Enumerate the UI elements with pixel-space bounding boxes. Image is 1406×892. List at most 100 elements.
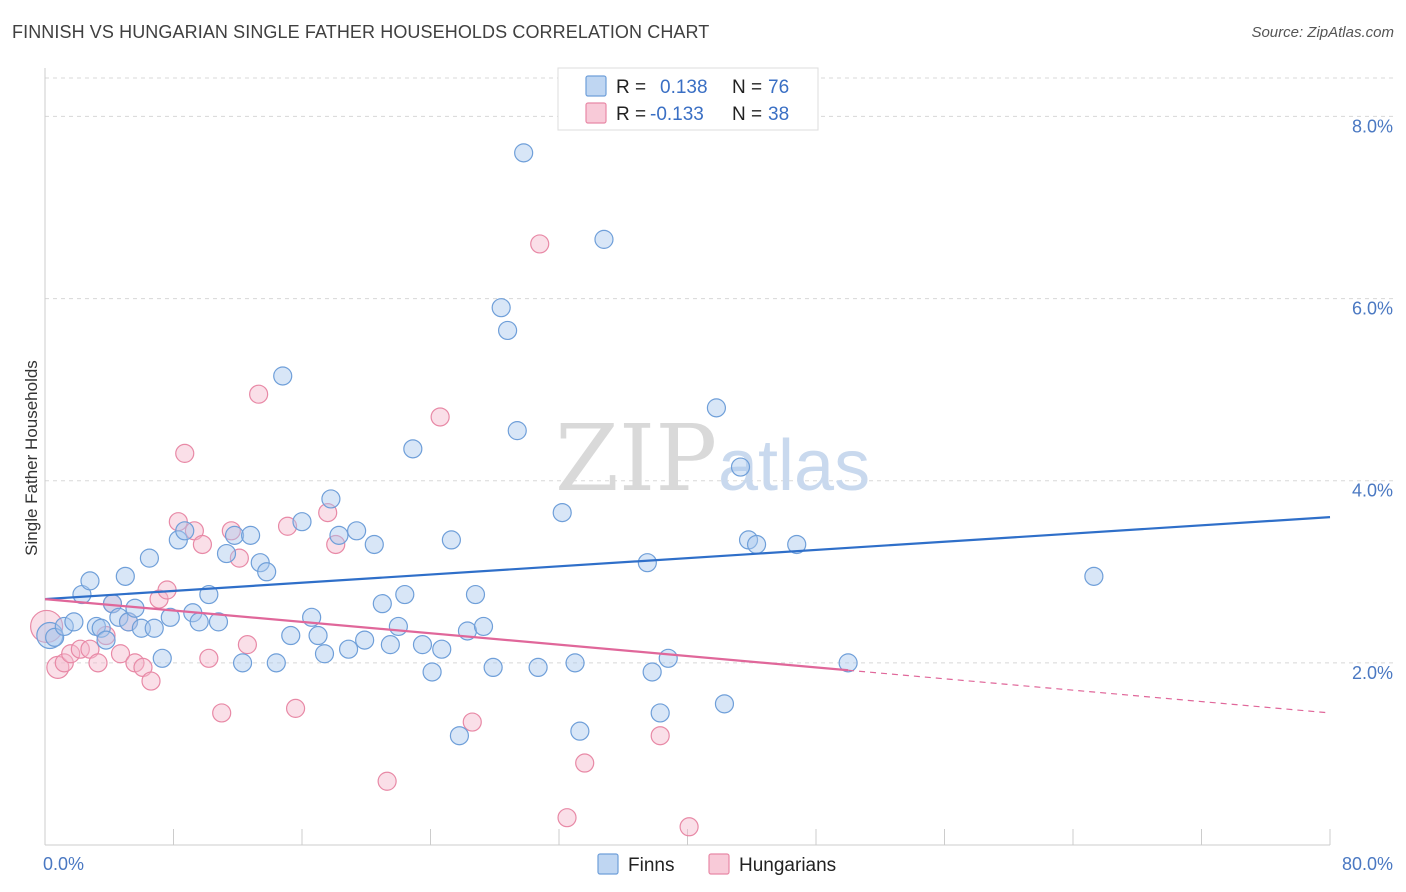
finns-point [292, 512, 312, 532]
finns-point [388, 616, 408, 637]
finns-point [355, 630, 375, 650]
finns-point [281, 625, 301, 646]
finns-point [650, 703, 670, 723]
finns-point [216, 543, 237, 564]
hungarians-point [212, 703, 232, 723]
finns-point [189, 612, 209, 632]
finns-point [273, 366, 293, 386]
finns-point [483, 657, 503, 678]
finns-point [432, 639, 452, 659]
hungarians-point [61, 644, 81, 664]
finns-point [514, 143, 534, 163]
finns-point [491, 298, 511, 318]
legend-finns-n-label: N = [732, 77, 762, 98]
finns-point [338, 639, 359, 659]
finns-point [321, 489, 341, 509]
finns-point [528, 657, 548, 678]
hungarians-point [277, 516, 298, 536]
y-tick-label: 4.0% [1352, 481, 1393, 501]
hungarians-point [462, 712, 482, 732]
legend-hungarians-r-value: -0.133 [650, 104, 704, 125]
finns-point [364, 534, 384, 555]
hungarians-point [175, 443, 195, 463]
hungarians-point [285, 698, 306, 718]
hungarians-points [30, 234, 699, 837]
legend-finns-n-value: 76 [768, 77, 789, 98]
hungarians-point [141, 671, 161, 691]
finns-point [465, 584, 486, 605]
finns-point [64, 612, 84, 632]
legend-finns-swatch [585, 75, 607, 97]
x-tick-label: 0.0% [43, 854, 84, 874]
chart-title: FINNISH VS HUNGARIAN SINGLE FATHER HOUSE… [12, 22, 710, 42]
bottom-legend-finns-swatch [597, 853, 619, 875]
tick-labels: 2.0% 4.0% 6.0% 8.0% 0.0% 80.0% [43, 116, 1393, 874]
legend-finns-r-label: R = [616, 77, 646, 98]
hungarians-point [575, 753, 595, 773]
hungarians-point [377, 771, 397, 791]
finns-point [329, 525, 349, 545]
bottom-legend-hungarians-swatch [708, 853, 730, 875]
x-tick-label: 80.0% [1342, 854, 1393, 874]
finns-point [241, 525, 261, 545]
finns-point [372, 594, 392, 614]
finns-point [115, 566, 135, 586]
y-tick-label: 2.0% [1352, 663, 1393, 683]
hungarians-point [249, 384, 269, 404]
hungarians-point [70, 639, 90, 659]
finns-point [314, 644, 335, 664]
finns-point [54, 616, 74, 637]
finns-point [152, 648, 172, 668]
finns-point [232, 653, 253, 673]
hungarians-point [192, 534, 213, 555]
legend-hungarians-n-value: 38 [768, 104, 789, 125]
legend-finns-r-value: 0.138 [660, 77, 708, 98]
hungarians-point [650, 726, 670, 746]
finns-point [441, 530, 461, 550]
finns-point [257, 562, 277, 582]
finns-point [160, 607, 180, 627]
finns-point [266, 653, 286, 673]
finns-point [144, 618, 164, 638]
finns-point [208, 612, 229, 632]
hungarians-point [88, 653, 108, 673]
hungarians-point [557, 808, 577, 828]
finns-point [746, 534, 767, 555]
finns-point [175, 521, 195, 541]
finns-point [224, 525, 245, 545]
finns-point [395, 584, 415, 605]
finns-point [594, 229, 614, 249]
finns-point [422, 662, 442, 682]
finns-point [658, 648, 678, 668]
finns-point [1084, 566, 1104, 586]
finns-point [45, 627, 65, 647]
finns-point [380, 635, 400, 655]
bottom-legend-finns-label: Finns [628, 855, 674, 876]
watermark-atlas: atlas [718, 426, 870, 506]
finns-point [473, 616, 494, 637]
finns-point [199, 584, 219, 605]
hungarians-point [237, 635, 257, 655]
hungarians-point [110, 644, 131, 664]
hungarians-trend-line [44, 598, 849, 672]
y-axis-label: Single Father Households [22, 360, 41, 556]
finns-point [637, 553, 657, 573]
hungarians-trend-line-extension [848, 669, 1331, 714]
finns-trend-line [44, 516, 1331, 601]
bottom-legend-hungarians-label: Hungarians [739, 855, 836, 876]
hungarians-point [199, 648, 219, 668]
finns-point [552, 502, 572, 523]
bottom-legend: Finns Hungarians [597, 853, 836, 876]
finns-point [714, 694, 735, 714]
watermark-zip: ZIP [555, 405, 717, 512]
legend-hungarians-r-label: R = [616, 104, 646, 125]
finns-point [507, 421, 527, 441]
finns-point [80, 571, 100, 591]
y-tick-label: 6.0% [1352, 299, 1393, 319]
source-note: Source: ZipAtlas.com [1251, 24, 1394, 41]
finns-point [412, 635, 433, 655]
finns-point [139, 548, 160, 568]
legend-box: R = 0.138 N = 76 R = -0.133 N = 38 [557, 67, 819, 131]
hungarians-point [530, 234, 550, 254]
finns-point [91, 618, 111, 638]
